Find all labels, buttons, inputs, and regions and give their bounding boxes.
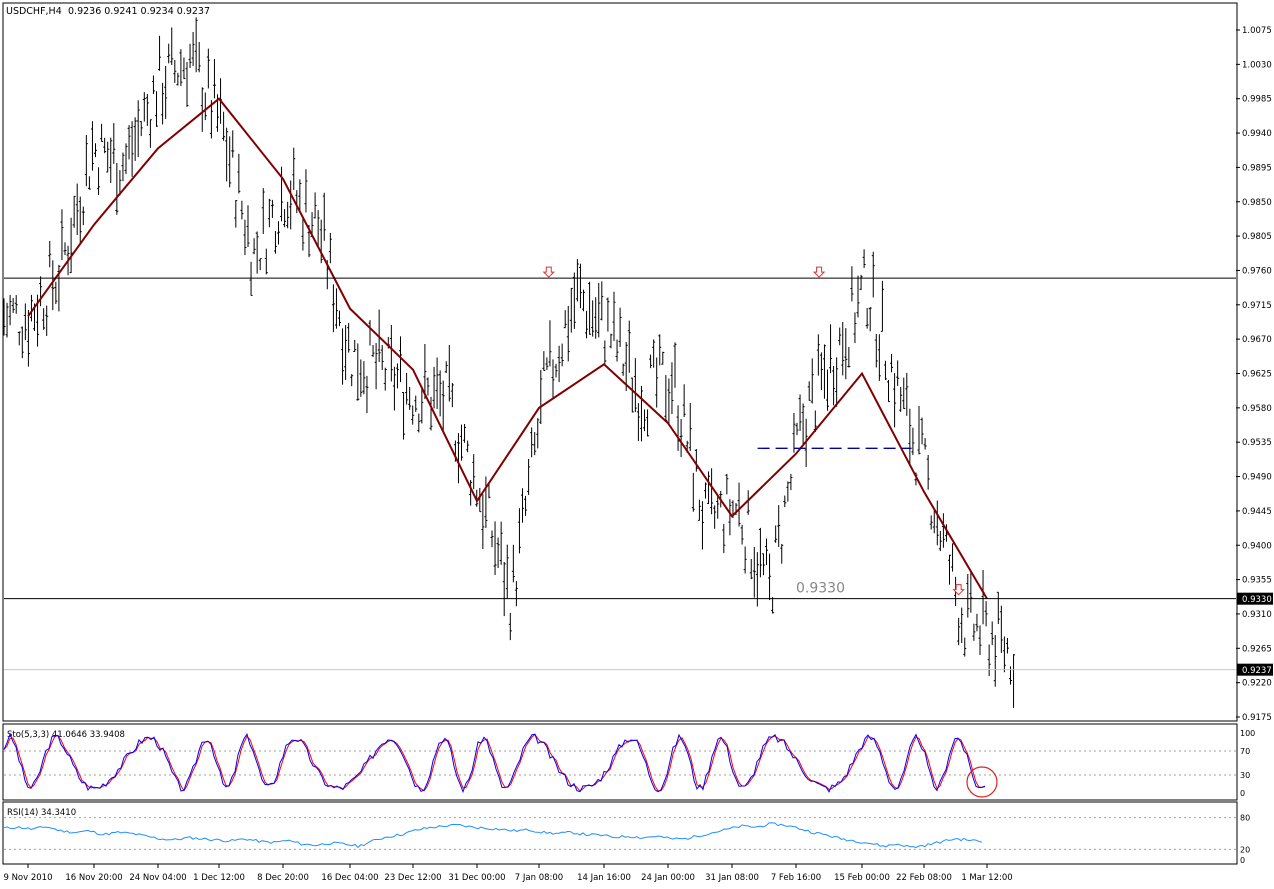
symbol-label: USDCHF,H4 <box>6 6 62 17</box>
time-tick-label: 14 Jan 16:00 <box>577 873 631 883</box>
time-tick-label: 23 Dec 12:00 <box>384 873 441 883</box>
time-axis: 9 Nov 2010 16 Nov 20:00 24 Nov 04:00 1 Dec … <box>3 864 1013 883</box>
price-bars <box>2 17 1016 708</box>
moving-average-line <box>27 97 988 600</box>
current-price-tag-label: 0.9237 <box>1242 666 1272 676</box>
stochastic-main-line <box>3 732 986 794</box>
price-tick-label: 0.9625 <box>1242 370 1272 380</box>
support-price-tag <box>1237 592 1273 605</box>
price-tick-label: 0.9265 <box>1242 644 1272 654</box>
down-arrow-icon <box>812 266 826 278</box>
price-tick-label: 0.9220 <box>1242 679 1272 689</box>
price-tick-label: 0.9940 <box>1242 129 1272 139</box>
price-tick-label: 0.9805 <box>1242 232 1272 242</box>
time-tick-label: 31 Jan 08:00 <box>705 873 759 883</box>
stochastic-tick-label: 30 <box>1240 771 1250 780</box>
down-arrow-icon <box>952 584 965 596</box>
price-tick-label: 0.9400 <box>1242 541 1272 551</box>
price-tick-label: 0.9715 <box>1242 301 1272 311</box>
price-tick-label: 0.9535 <box>1242 438 1272 448</box>
stochastic-signal-line <box>3 733 986 792</box>
current-price-tag <box>1237 663 1273 676</box>
time-tick-label: 16 Nov 20:00 <box>65 873 122 883</box>
price-tick-label: 0.9355 <box>1242 576 1272 586</box>
time-tick-label: 1 Dec 12:00 <box>193 873 245 883</box>
time-tick-label: 22 Feb 08:00 <box>896 873 952 883</box>
time-tick-label: 1 Mar 12:00 <box>961 873 1012 883</box>
rsi-panel-frame <box>2 801 1238 865</box>
time-tick-label: 31 Dec 00:00 <box>448 873 505 883</box>
price-tick-label: 0.9760 <box>1242 266 1272 276</box>
highlight-circle <box>966 766 998 798</box>
price-tick-label: 0.9850 <box>1242 198 1272 208</box>
time-tick-label: 7 Jan 08:00 <box>515 873 563 883</box>
time-tick-label: 24 Jan 00:00 <box>641 873 695 883</box>
rsi-tick-label: 0 <box>1240 856 1245 865</box>
time-tick-label: 8 Dec 20:00 <box>257 873 309 883</box>
chart-overlays: 0.9330 0.9330 0.9237 <box>4 97 1273 676</box>
price-tick-label: 0.9445 <box>1242 507 1272 517</box>
price-axis: 1.0075 1.0030 0.9985 0.9940 0.9895 0.9850 0.98… <box>1236 26 1272 723</box>
stochastic-panel-frame <box>2 723 1238 801</box>
price-tick-label: 0.9490 <box>1242 473 1272 483</box>
rsi-tick-label: 80 <box>1240 814 1250 823</box>
support-level-annotation: 0.9330 <box>796 581 845 597</box>
price-tick-label: 1.0075 <box>1242 26 1272 36</box>
rsi-tick-label: 20 <box>1240 845 1250 854</box>
price-panel-frame <box>2 2 1238 722</box>
price-tick-label: 0.9175 <box>1242 713 1272 723</box>
price-tick-label: 0.9985 <box>1242 95 1272 105</box>
stochastic-tick-label: 70 <box>1240 747 1250 756</box>
stochastic-tick-label: 100 <box>1240 729 1255 738</box>
stochastic-label: Sto(5,3,3) 41.0646 33.9408 <box>7 730 125 740</box>
time-tick-label: 7 Feb 16:00 <box>771 873 821 883</box>
price-tick-label: 0.9670 <box>1242 335 1272 345</box>
rsi-line <box>3 822 983 849</box>
ohlc-label: 0.9236 0.9241 0.9234 0.9237 <box>68 6 210 17</box>
rsi-panel: RSI(14) 34.3410 80 20 0 <box>3 808 1250 865</box>
time-tick-label: 15 Feb 00:00 <box>834 873 890 883</box>
rsi-label: RSI(14) 34.3410 <box>7 808 76 818</box>
price-tick-label: 1.0030 <box>1242 60 1272 70</box>
time-tick-label: 16 Dec 04:00 <box>321 873 378 883</box>
price-tick-label: 0.9310 <box>1242 610 1272 620</box>
stochastic-tick-label: 0 <box>1240 789 1245 798</box>
down-arrow-icon <box>542 266 555 278</box>
support-price-tag-label: 0.9330 <box>1242 595 1272 605</box>
price-tick-label: 0.9895 <box>1242 163 1272 173</box>
time-tick-label: 24 Nov 04:00 <box>129 873 186 883</box>
stochastic-panel: Sto(5,3,3) 41.0646 33.9408 100 70 30 0 <box>3 729 1255 798</box>
time-tick-label: 9 Nov 2010 <box>3 873 52 883</box>
price-tick-label: 0.9580 <box>1242 404 1272 414</box>
